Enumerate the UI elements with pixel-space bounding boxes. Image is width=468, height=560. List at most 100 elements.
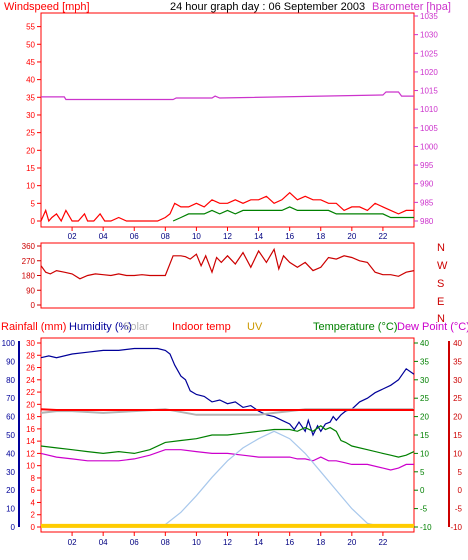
x-tick-label: 12 (223, 538, 232, 547)
dewpoint-line (40, 449, 414, 471)
wind-panel-frame (40, 12, 415, 228)
windspeed-tick-label: 40 (26, 76, 35, 85)
x-tick-label: 04 (99, 232, 108, 241)
humidity-tick-label: 40 (6, 449, 15, 458)
x-tick-label: 06 (130, 232, 139, 241)
windspeed-tick-label: 30 (26, 111, 35, 120)
windspeed-tick-label: 10 (26, 182, 35, 191)
temperature-tick-label: 35 (420, 357, 429, 366)
windspeed-axis-title: Windspeed [mph] (4, 1, 90, 13)
direction-tick-label: 360 (22, 242, 36, 251)
uv-radiation-line (41, 430, 414, 528)
dewpoint-tick-label: 40 (453, 339, 462, 348)
compass-label: W (437, 260, 448, 272)
legend-temperature: Temperature (°C) (313, 321, 397, 333)
barometer-tick-label: 995 (420, 161, 434, 170)
humidity-tick-label: 50 (6, 431, 15, 440)
windspeed-tick-label: 35 (26, 93, 35, 102)
x-tick-label: 18 (316, 232, 325, 241)
windspeed-tick-label: 25 (26, 129, 35, 138)
compass-label: S (437, 278, 444, 290)
temperature-tick-label: 20 (420, 413, 429, 422)
barometer-tick-label: 1000 (420, 142, 438, 151)
windspeed-tick-label: 0 (31, 217, 36, 226)
legend-uv: UV (247, 321, 263, 333)
x-tick-label: 10 (192, 538, 201, 547)
direction-tick-label: 180 (22, 272, 36, 281)
legend-humidity: Humidity (%) (69, 321, 132, 333)
barometer-axis-title: Barometer [hpa] (372, 1, 451, 13)
temperature-tick-label: 30 (420, 376, 429, 385)
direction-panel-frame (40, 242, 415, 309)
x-tick-label: 16 (285, 538, 294, 547)
legend-solar: Solar (123, 321, 149, 333)
dewpoint-tick-label: -10 (450, 523, 462, 532)
dewpoint-tick-label: 20 (453, 413, 462, 422)
humidity-tick-label: 10 (6, 505, 15, 514)
humidity-tick-label: 0 (11, 523, 16, 532)
compass-label: E (437, 296, 444, 308)
legend-dew-point: Dew Point (°C) (397, 321, 468, 333)
windspeed-tick-label: 15 (26, 164, 35, 173)
direction-tick-label: 90 (26, 286, 35, 295)
rainfall-tick-label: 30 (26, 339, 35, 348)
temperature-line (40, 425, 415, 458)
temperature-tick-label: 15 (420, 431, 429, 440)
x-tick-label: 02 (68, 538, 77, 547)
legend-indoor-temp: Indoor temp (172, 321, 231, 333)
barometer-tick-label: 1020 (420, 68, 438, 77)
chart-marks: 0510152025303540455055980985990995100010… (2, 12, 463, 547)
dewpoint-tick-label: 30 (453, 376, 462, 385)
direction-tick-label: 0 (31, 301, 36, 310)
rainfall-tick-label: 28 (26, 351, 35, 360)
wind-line (40, 191, 414, 223)
dewpoint-tick-label: 10 (453, 449, 462, 458)
indoor-line (40, 408, 414, 411)
temperature-tick-label: 0 (420, 486, 425, 495)
barometer-tick-label: 980 (420, 217, 434, 226)
rainfall-tick-label: 6 (31, 486, 36, 495)
windspeed-tick-label: 45 (26, 58, 35, 67)
humidity-tick-label: 60 (6, 413, 15, 422)
barometer-tick-label: 1035 (420, 12, 438, 21)
rainfall-tick-label: 18 (26, 413, 35, 422)
dewpoint-tick-label: 5 (458, 468, 463, 477)
x-tick-label: 06 (130, 538, 139, 547)
rainfall-tick-label: 20 (26, 400, 35, 409)
barometer-line (41, 91, 414, 101)
temperature-tick-label: 5 (420, 468, 425, 477)
windspeed-tick-label: 5 (31, 199, 36, 208)
x-tick-label: 20 (347, 538, 356, 547)
barometer-tick-label: 1030 (420, 31, 438, 40)
legend-rainfall: Rainfall (mm) (1, 321, 66, 333)
x-tick-label: 18 (316, 538, 325, 547)
rainfall-tick-label: 14 (26, 437, 35, 446)
humidity-tick-label: 30 (6, 468, 15, 477)
temperature-tick-label: -5 (420, 505, 428, 514)
x-tick-label: 20 (347, 232, 356, 241)
rainfall-tick-label: 8 (31, 474, 36, 483)
gust-line (172, 206, 414, 222)
compass-label: N (437, 242, 445, 254)
barometer-tick-label: 985 (420, 198, 434, 207)
x-tick-label: 10 (192, 232, 201, 241)
rainfall-tick-label: 4 (31, 498, 36, 507)
humidity-tick-label: 100 (2, 339, 16, 348)
barometer-tick-label: 1010 (420, 105, 438, 114)
compass-label: N (437, 313, 445, 325)
barometer-tick-label: 1005 (420, 124, 438, 133)
humidity-tick-label: 20 (6, 486, 15, 495)
x-tick-label: 22 (378, 538, 387, 547)
barometer-tick-label: 1025 (420, 49, 438, 58)
temperature-tick-label: 10 (420, 449, 429, 458)
windspeed-tick-label: 55 (26, 23, 35, 32)
temperature-tick-label: 25 (420, 394, 429, 403)
windspeed-tick-label: 50 (26, 40, 35, 49)
humidity-tick-label: 80 (6, 376, 15, 385)
rainfall-tick-label: 24 (26, 376, 35, 385)
barometer-tick-label: 990 (420, 180, 434, 189)
wind-direction-line (40, 247, 415, 280)
dewpoint-tick-label: 15 (453, 431, 462, 440)
